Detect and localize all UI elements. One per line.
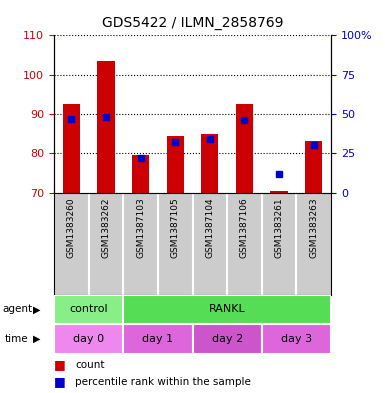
Text: GSM1387106: GSM1387106: [240, 198, 249, 259]
Bar: [192, 324, 262, 354]
Text: GSM1387104: GSM1387104: [205, 198, 214, 258]
Text: time: time: [5, 334, 28, 344]
Bar: [305, 141, 323, 193]
Text: control: control: [69, 305, 108, 314]
Text: day 3: day 3: [281, 334, 312, 344]
Bar: [123, 324, 192, 354]
Text: count: count: [75, 360, 105, 370]
Text: GSM1383263: GSM1383263: [309, 198, 318, 258]
Text: percentile rank within the sample: percentile rank within the sample: [75, 377, 251, 387]
Text: GSM1387105: GSM1387105: [171, 198, 180, 259]
Text: GSM1387103: GSM1387103: [136, 198, 145, 259]
Bar: [54, 324, 123, 354]
Bar: [262, 324, 331, 354]
Bar: [271, 191, 288, 193]
Text: GSM1383260: GSM1383260: [67, 198, 76, 258]
Text: ▶: ▶: [33, 305, 40, 314]
Bar: [54, 295, 123, 324]
Text: day 0: day 0: [73, 334, 104, 344]
Text: ▶: ▶: [33, 334, 40, 344]
Bar: [236, 104, 253, 193]
Bar: [167, 136, 184, 193]
Bar: [201, 134, 219, 193]
Bar: [62, 104, 80, 193]
Text: day 1: day 1: [142, 334, 173, 344]
Text: ■: ■: [54, 358, 66, 371]
Text: GSM1383261: GSM1383261: [275, 198, 284, 258]
Bar: [123, 295, 331, 324]
Text: GSM1383262: GSM1383262: [101, 198, 110, 258]
Bar: [132, 155, 149, 193]
Text: GDS5422 / ILMN_2858769: GDS5422 / ILMN_2858769: [102, 16, 283, 30]
Text: day 2: day 2: [211, 334, 243, 344]
Text: RANKL: RANKL: [209, 305, 246, 314]
Text: ■: ■: [54, 375, 66, 389]
Bar: [97, 61, 115, 193]
Text: agent: agent: [2, 305, 32, 314]
